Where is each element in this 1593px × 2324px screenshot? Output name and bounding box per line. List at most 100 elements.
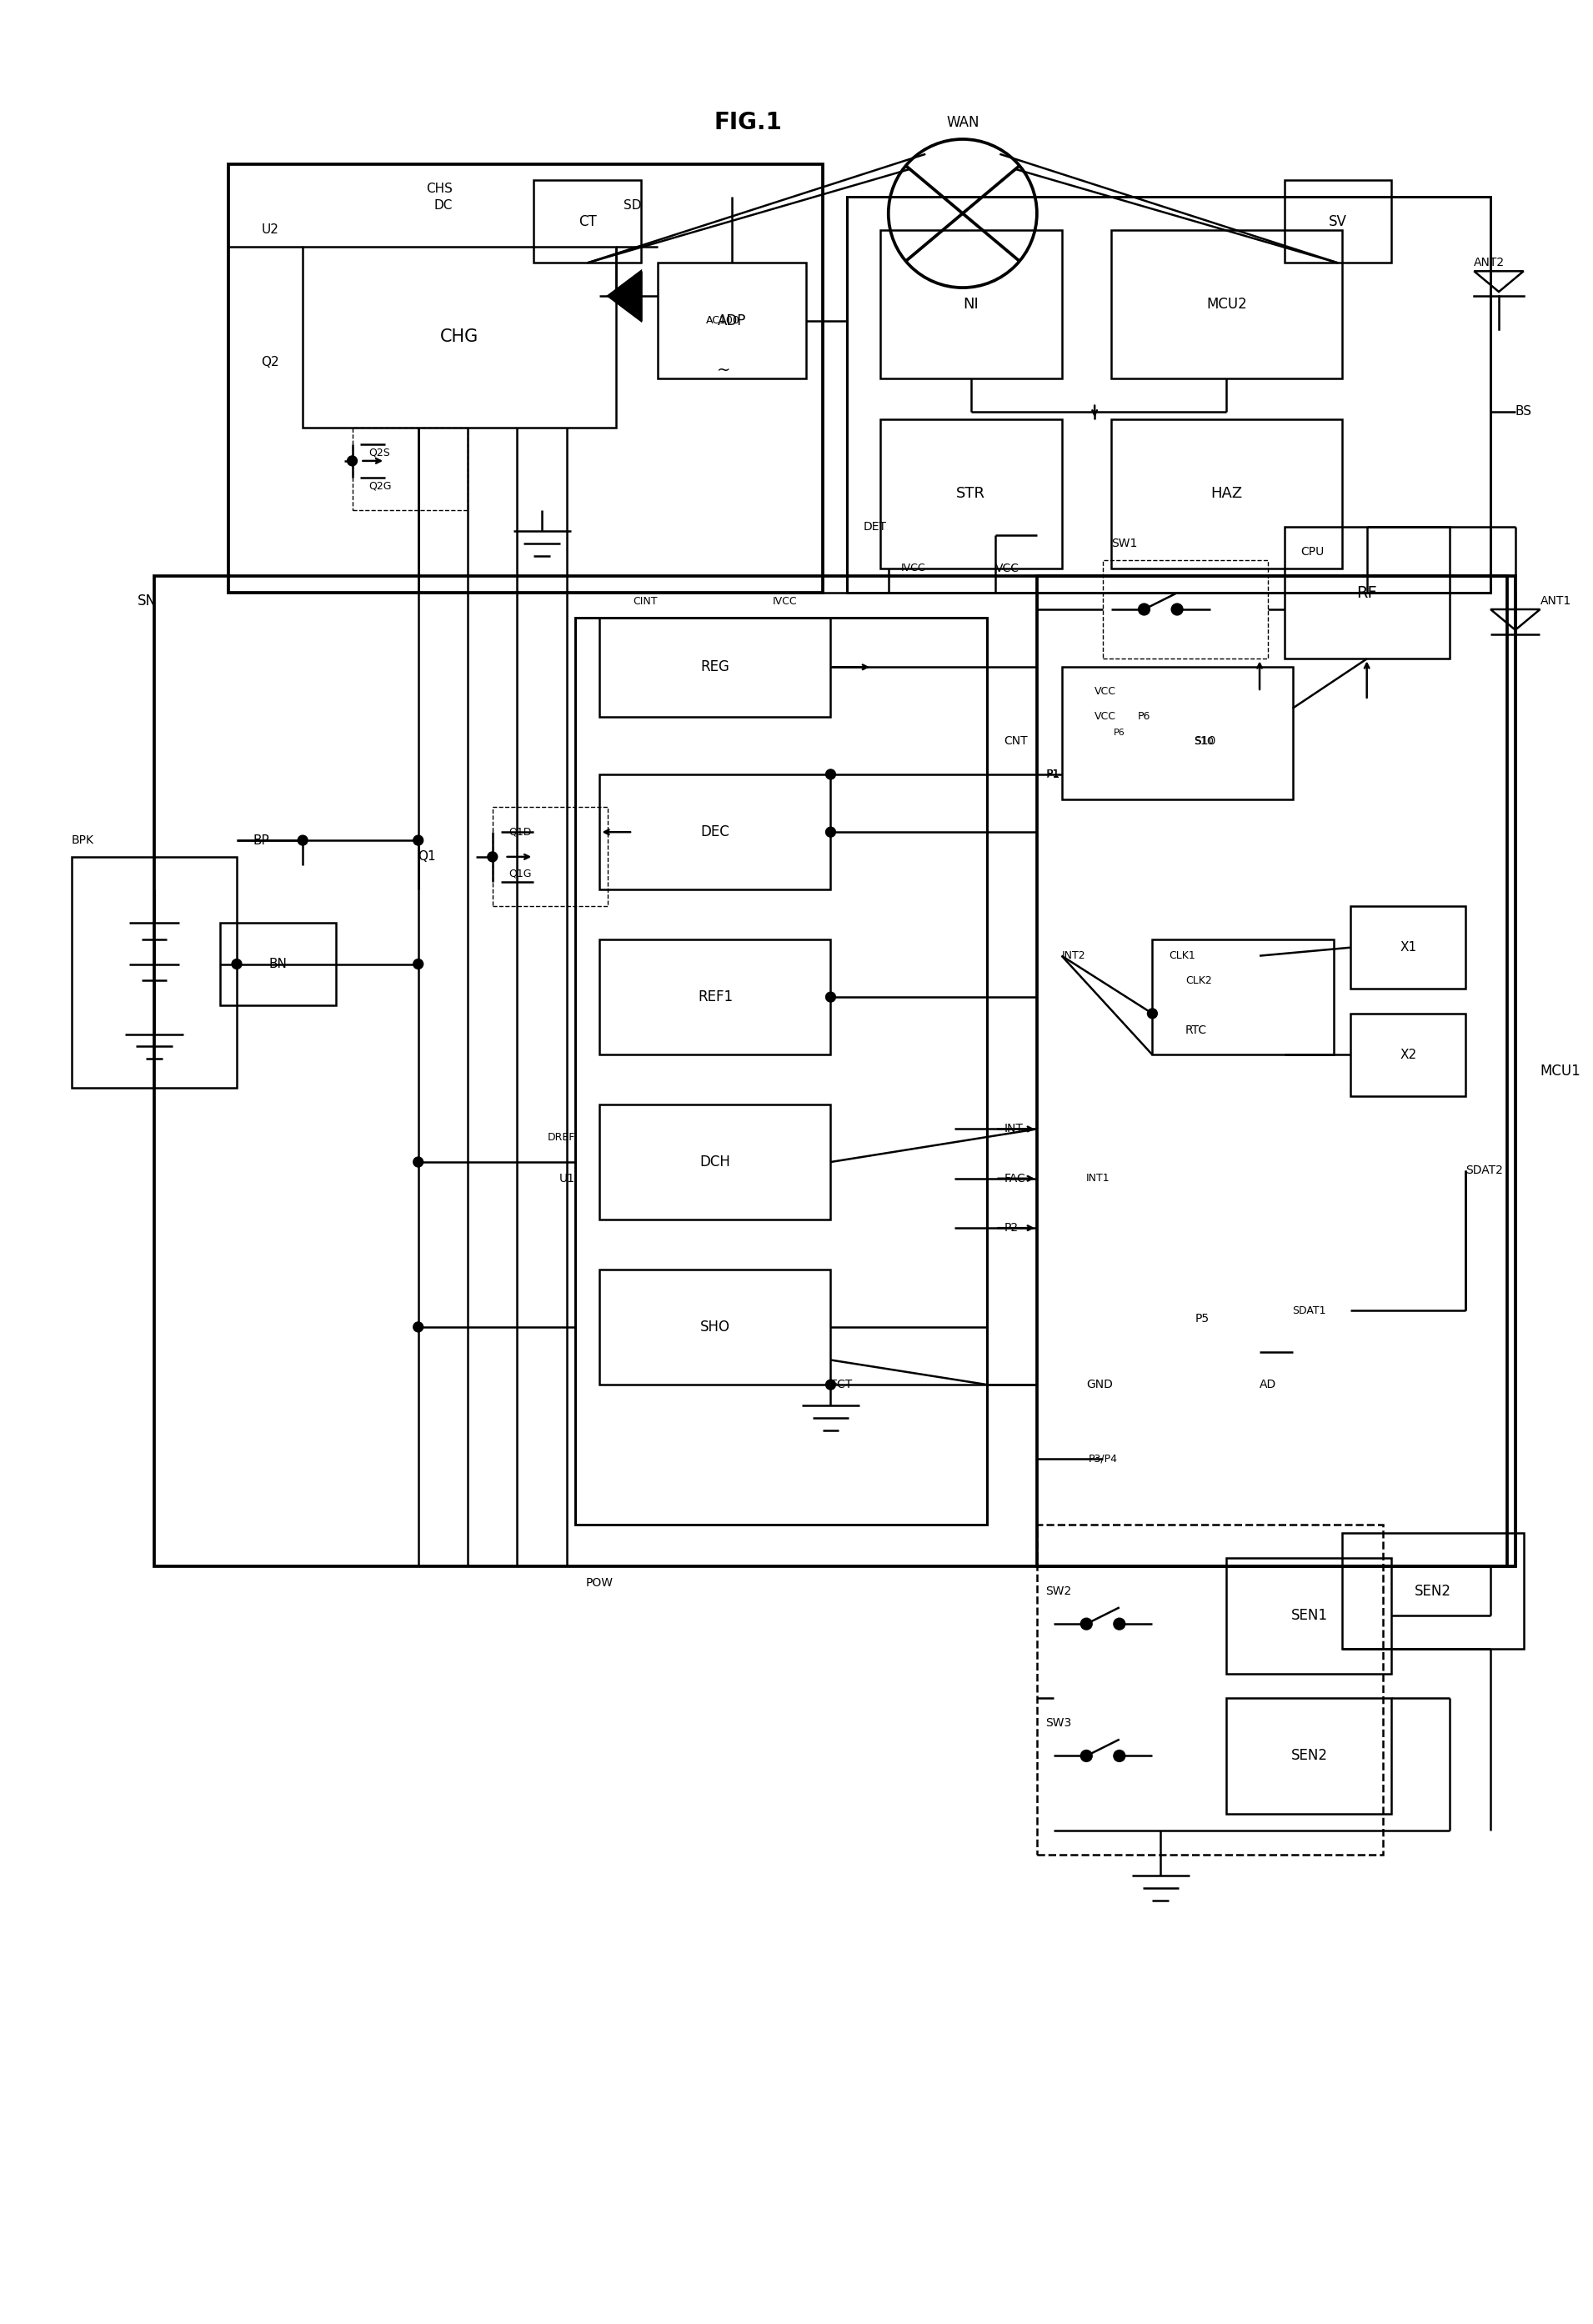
- Text: Q2: Q2: [261, 356, 279, 367]
- Text: U1: U1: [559, 1174, 575, 1185]
- Text: AD: AD: [1260, 1378, 1276, 1390]
- Text: DCH: DCH: [699, 1155, 731, 1169]
- Bar: [599, 1104, 830, 1220]
- Circle shape: [487, 853, 497, 862]
- Bar: [881, 421, 1061, 567]
- Text: SDAT1: SDAT1: [1292, 1306, 1327, 1315]
- Text: INT: INT: [1004, 1122, 1023, 1134]
- Bar: [352, 428, 468, 511]
- Bar: [1152, 939, 1333, 1055]
- Text: CHG: CHG: [440, 328, 479, 346]
- Text: Q1D: Q1D: [508, 827, 532, 837]
- Text: REF1: REF1: [698, 990, 733, 1004]
- Bar: [1061, 667, 1292, 799]
- Text: INT2: INT2: [1061, 951, 1085, 962]
- Text: SDAT2: SDAT2: [1466, 1164, 1504, 1176]
- Text: INT1: INT1: [1086, 1174, 1110, 1183]
- Text: SV: SV: [1329, 214, 1348, 230]
- Text: CPU: CPU: [1301, 546, 1324, 558]
- Text: SHO: SHO: [701, 1320, 730, 1334]
- Text: U2: U2: [261, 223, 279, 237]
- Text: MCU2: MCU2: [1206, 297, 1247, 311]
- Text: REG: REG: [701, 660, 730, 674]
- Polygon shape: [609, 272, 640, 321]
- Text: DC: DC: [433, 200, 452, 211]
- Bar: [1102, 560, 1268, 658]
- Text: ANT1: ANT1: [1540, 595, 1571, 607]
- Text: SEN1: SEN1: [1290, 1608, 1327, 1622]
- Bar: [1227, 1557, 1392, 1673]
- Circle shape: [825, 827, 836, 837]
- Circle shape: [413, 1322, 424, 1332]
- Text: FAC: FAC: [1004, 1174, 1026, 1185]
- Bar: [599, 774, 830, 890]
- Circle shape: [1080, 1750, 1093, 1762]
- Circle shape: [413, 834, 424, 846]
- Bar: [155, 576, 1507, 1566]
- Circle shape: [1139, 604, 1150, 616]
- Text: Q2G: Q2G: [368, 481, 392, 490]
- Text: DEC: DEC: [701, 825, 730, 839]
- Text: P5: P5: [1195, 1313, 1209, 1325]
- Bar: [1351, 906, 1466, 988]
- Text: CT: CT: [578, 214, 596, 230]
- Bar: [492, 806, 609, 906]
- Bar: [1112, 421, 1341, 567]
- Circle shape: [347, 456, 357, 465]
- Text: NI: NI: [964, 297, 978, 311]
- Circle shape: [298, 834, 307, 846]
- Text: P6: P6: [1137, 711, 1150, 723]
- Text: X2: X2: [1400, 1048, 1416, 1062]
- Text: CNT: CNT: [1004, 734, 1027, 746]
- Bar: [599, 939, 830, 1055]
- Bar: [658, 263, 806, 379]
- Text: VCC: VCC: [996, 562, 1020, 574]
- Text: STR: STR: [956, 486, 986, 502]
- Text: CLK1: CLK1: [1169, 951, 1195, 962]
- Text: FCT: FCT: [830, 1378, 852, 1390]
- Circle shape: [233, 960, 242, 969]
- Text: WAN: WAN: [946, 116, 980, 130]
- Circle shape: [413, 1157, 424, 1167]
- Bar: [228, 165, 822, 593]
- Text: BPK: BPK: [72, 834, 94, 846]
- Bar: [1037, 576, 1515, 1566]
- Text: S10: S10: [1193, 737, 1214, 746]
- Text: S10: S10: [1193, 734, 1215, 746]
- Text: SW2: SW2: [1045, 1585, 1070, 1597]
- Text: FIG.1: FIG.1: [714, 112, 782, 135]
- Circle shape: [1114, 1750, 1125, 1762]
- Text: SW3: SW3: [1045, 1717, 1070, 1729]
- Bar: [847, 198, 1491, 593]
- Circle shape: [825, 769, 836, 779]
- Circle shape: [1171, 604, 1184, 616]
- Text: BP: BP: [253, 834, 269, 846]
- Text: DET: DET: [863, 521, 887, 532]
- Text: VCC: VCC: [1094, 686, 1117, 697]
- Text: CHS: CHS: [427, 181, 452, 195]
- Text: VCC: VCC: [1094, 711, 1117, 723]
- Circle shape: [825, 992, 836, 1002]
- Text: ANT2: ANT2: [1474, 258, 1505, 270]
- Bar: [575, 618, 988, 1525]
- Text: RF: RF: [1357, 586, 1376, 602]
- Text: GND: GND: [1086, 1378, 1114, 1390]
- Bar: [599, 618, 830, 716]
- Text: SW1: SW1: [1112, 537, 1137, 548]
- Bar: [303, 246, 616, 428]
- Bar: [881, 230, 1061, 379]
- Text: RTC: RTC: [1185, 1025, 1207, 1037]
- Bar: [72, 858, 237, 1088]
- Text: Q2S: Q2S: [368, 446, 390, 458]
- Text: CLK2: CLK2: [1185, 976, 1212, 985]
- Bar: [599, 1269, 830, 1385]
- Circle shape: [825, 1380, 836, 1390]
- Text: Q1: Q1: [417, 851, 435, 862]
- Text: ADP: ADP: [717, 314, 746, 328]
- Bar: [1351, 1013, 1466, 1097]
- Text: IVCC: IVCC: [900, 562, 926, 574]
- Circle shape: [1114, 1618, 1125, 1629]
- Text: BS: BS: [1515, 404, 1532, 418]
- Bar: [1227, 1699, 1392, 1813]
- Circle shape: [1080, 1618, 1093, 1629]
